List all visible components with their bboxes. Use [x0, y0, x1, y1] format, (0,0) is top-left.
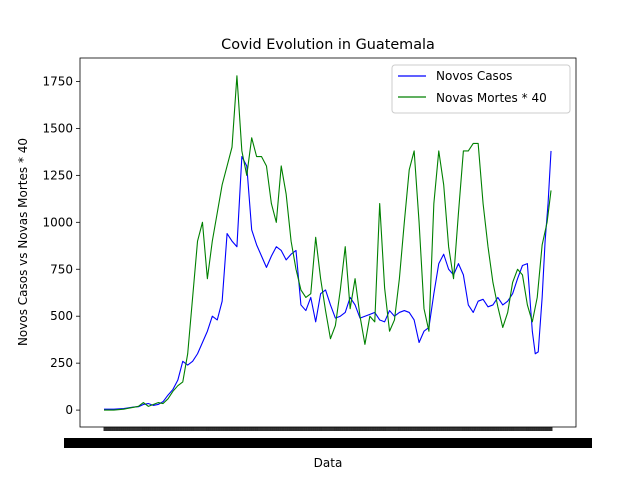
y-tick-label: 750: [50, 262, 73, 276]
y-tick-label: 250: [50, 356, 73, 370]
plot-frame: [79, 57, 577, 428]
series-line-novas-mortes: [104, 75, 552, 411]
chart-title: Covid Evolution in Guatemala: [221, 37, 435, 53]
x-axis-title: Data: [314, 456, 343, 470]
y-tick-label: 1500: [42, 121, 73, 135]
plot-area: [104, 75, 552, 411]
x-ticks: [103, 427, 553, 431]
x-tick-labels-overlapped: [64, 438, 592, 448]
y-tick-label: 500: [50, 309, 73, 323]
y-tick-label: 1250: [42, 168, 73, 182]
y-axis-title: Novos Casos vs Novas Mortes * 40: [16, 138, 30, 346]
y-tick-label: 1000: [42, 215, 73, 229]
y-tick-label: 1750: [42, 74, 73, 88]
legend-label-novos-casos: Novos Casos: [436, 69, 512, 83]
y-tick-label: 0: [65, 403, 73, 417]
series-line-novos-casos: [104, 150, 552, 410]
y-axis: 0 250 500 750 1000 1250 1500 1750: [42, 74, 80, 417]
legend-box: [391, 64, 571, 114]
legend: Novos Casos Novas Mortes * 40: [391, 64, 571, 114]
legend-label-novas-mortes: Novas Mortes * 40: [436, 91, 547, 105]
x-axis: [64, 427, 592, 448]
